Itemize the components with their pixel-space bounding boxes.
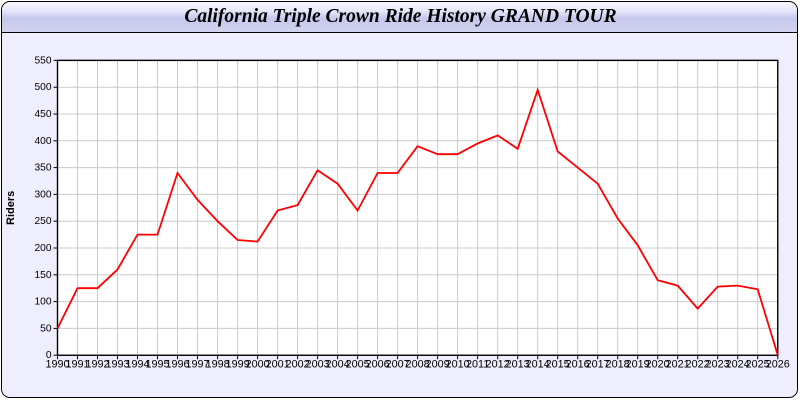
svg-text:200: 200 xyxy=(35,243,52,254)
svg-text:100: 100 xyxy=(35,297,52,308)
svg-text:500: 500 xyxy=(35,82,52,93)
svg-text:300: 300 xyxy=(35,189,52,200)
svg-text:250: 250 xyxy=(35,216,52,227)
svg-text:400: 400 xyxy=(35,136,52,147)
svg-text:450: 450 xyxy=(35,109,52,120)
svg-text:350: 350 xyxy=(35,163,52,174)
svg-text:150: 150 xyxy=(35,270,52,281)
svg-text:2026: 2026 xyxy=(766,358,790,370)
svg-text:550: 550 xyxy=(35,55,52,66)
svg-text:Riders: Riders xyxy=(5,191,17,225)
svg-text:50: 50 xyxy=(40,323,52,334)
